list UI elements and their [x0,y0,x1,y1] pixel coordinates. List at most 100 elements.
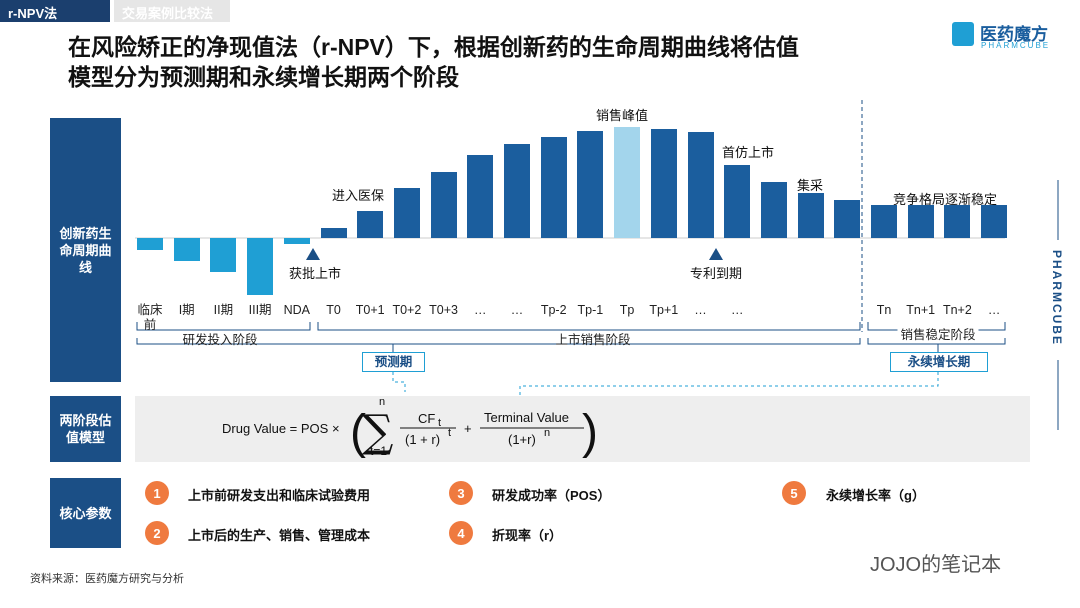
period-brackets [136,338,1006,352]
param-num: 5 [782,481,806,505]
formula: CF [418,411,436,426]
formula: n [379,396,386,408]
param-text: 上市前研发支出和临床试验费用 [188,488,371,503]
x-tick-label: 临床前 [137,303,163,332]
period-box: 预测期 [362,352,425,372]
formula: (1 + r) [405,432,441,447]
bar [210,238,237,272]
formula: Terminal Value [484,410,570,425]
formula: t [438,417,442,429]
tab[interactable]: 交易案例比较法 [114,0,230,22]
bar [760,182,787,238]
bar [650,129,677,238]
bar [871,205,897,238]
formula: t [448,427,452,439]
param-num: 1 [145,481,169,505]
param-text: 研发成功率（POS） [492,488,611,503]
param-num: 4 [449,521,473,545]
logo-icon [952,22,974,46]
bar [834,200,861,238]
formula-bg [135,396,1030,462]
x-tick-label: Tn [876,303,892,317]
param-text: 折现率（r） [492,528,563,543]
side-label: 核心参数 [50,478,121,548]
bar [393,188,420,238]
phase: 销售稳定阶段 [897,324,979,343]
bar [137,238,163,250]
bar [320,228,347,238]
marker [306,248,320,260]
title-line: 模型分为预测期和永续增长期两个阶段 [68,64,459,90]
bar [614,127,641,238]
side-brand: PHARMCUBE [1050,250,1064,346]
formula: t=1 [370,444,388,458]
marker [709,248,723,260]
x-tick-label: Tp [619,303,635,317]
formula: + [464,421,472,436]
formula: n [544,427,551,439]
annotation: 首仿上市 [721,145,775,160]
paren: ( [350,406,366,459]
x-tick-label: Tn+2 [942,303,972,317]
phase: 上市销售阶段 [555,333,631,347]
bar [724,165,751,238]
annotation: 竞争格局逐渐稳定 [892,192,998,207]
x-tick-label: … [474,303,487,317]
annotation: 进入医保 [331,188,385,203]
watermark: JOJO的笔记本 [870,554,1002,576]
bar [357,211,384,238]
formula: (1+r) [508,432,536,447]
x-tick-label: T0+1 [355,303,385,317]
paren: ) [582,406,598,459]
param-num: 3 [449,481,473,505]
sigma: ∑ [362,406,393,457]
x-tick-label: I期 [178,303,195,317]
x-tick-label: … [730,303,744,317]
param-text: 上市后的生产、销售、管理成本 [188,528,371,543]
bar [283,238,310,244]
phase: 研发投入阶段 [182,333,258,347]
formula: Drug Value = POS × [222,421,340,436]
logo-sub: PHARMCUBE [981,41,1051,50]
x-tick-label: T0+2 [392,303,422,317]
bar [907,205,934,238]
bar [247,238,274,295]
connectors [392,372,939,396]
bar [687,132,714,238]
period-box: 永续增长期 [890,352,988,372]
bar [173,238,200,261]
bar [797,193,824,238]
annotation: 集采 [796,178,824,193]
x-tick-label: Tp-1 [577,303,604,317]
x-tick-label: NDA [283,303,310,317]
bar [504,144,530,238]
x-tick-label: … [510,303,524,317]
param-num: 2 [145,521,169,545]
title-line: 在风险矫正的净现值法（r-NPV）下，根据创新药的生命周期曲线将估值 [68,34,799,60]
bar [467,155,494,238]
bar [944,205,971,238]
annotation: 销售峰值 [595,108,649,123]
bar [540,137,567,238]
x-tick-label: Tp+1 [649,303,679,317]
bar [981,205,1008,238]
annotation: 获批上市 [288,266,342,281]
x-tick-label: II期 [213,303,234,317]
logo-name: 医药魔方 [980,25,1048,44]
side-label: 两阶段估值模型 [50,396,121,462]
x-tick-label: Tp-2 [540,303,567,317]
x-tick-label: Tn+1 [906,303,936,317]
bar [577,131,604,238]
source: 资料来源：医药魔方研究与分析 [30,573,184,585]
x-tick-label: T0+3 [429,303,459,317]
x-tick-label: T0 [326,303,341,317]
x-tick-label: … [987,303,1001,317]
bar [430,172,457,238]
param-text: 永续增长率（g） [826,488,925,503]
x-tick-label: … [694,303,707,317]
tab[interactable]: r-NPV法 [0,0,110,22]
annotation: 专利到期 [689,266,743,281]
side-label: 创新药生命周期曲线 [50,118,121,382]
x-tick-label: III期 [248,303,272,317]
